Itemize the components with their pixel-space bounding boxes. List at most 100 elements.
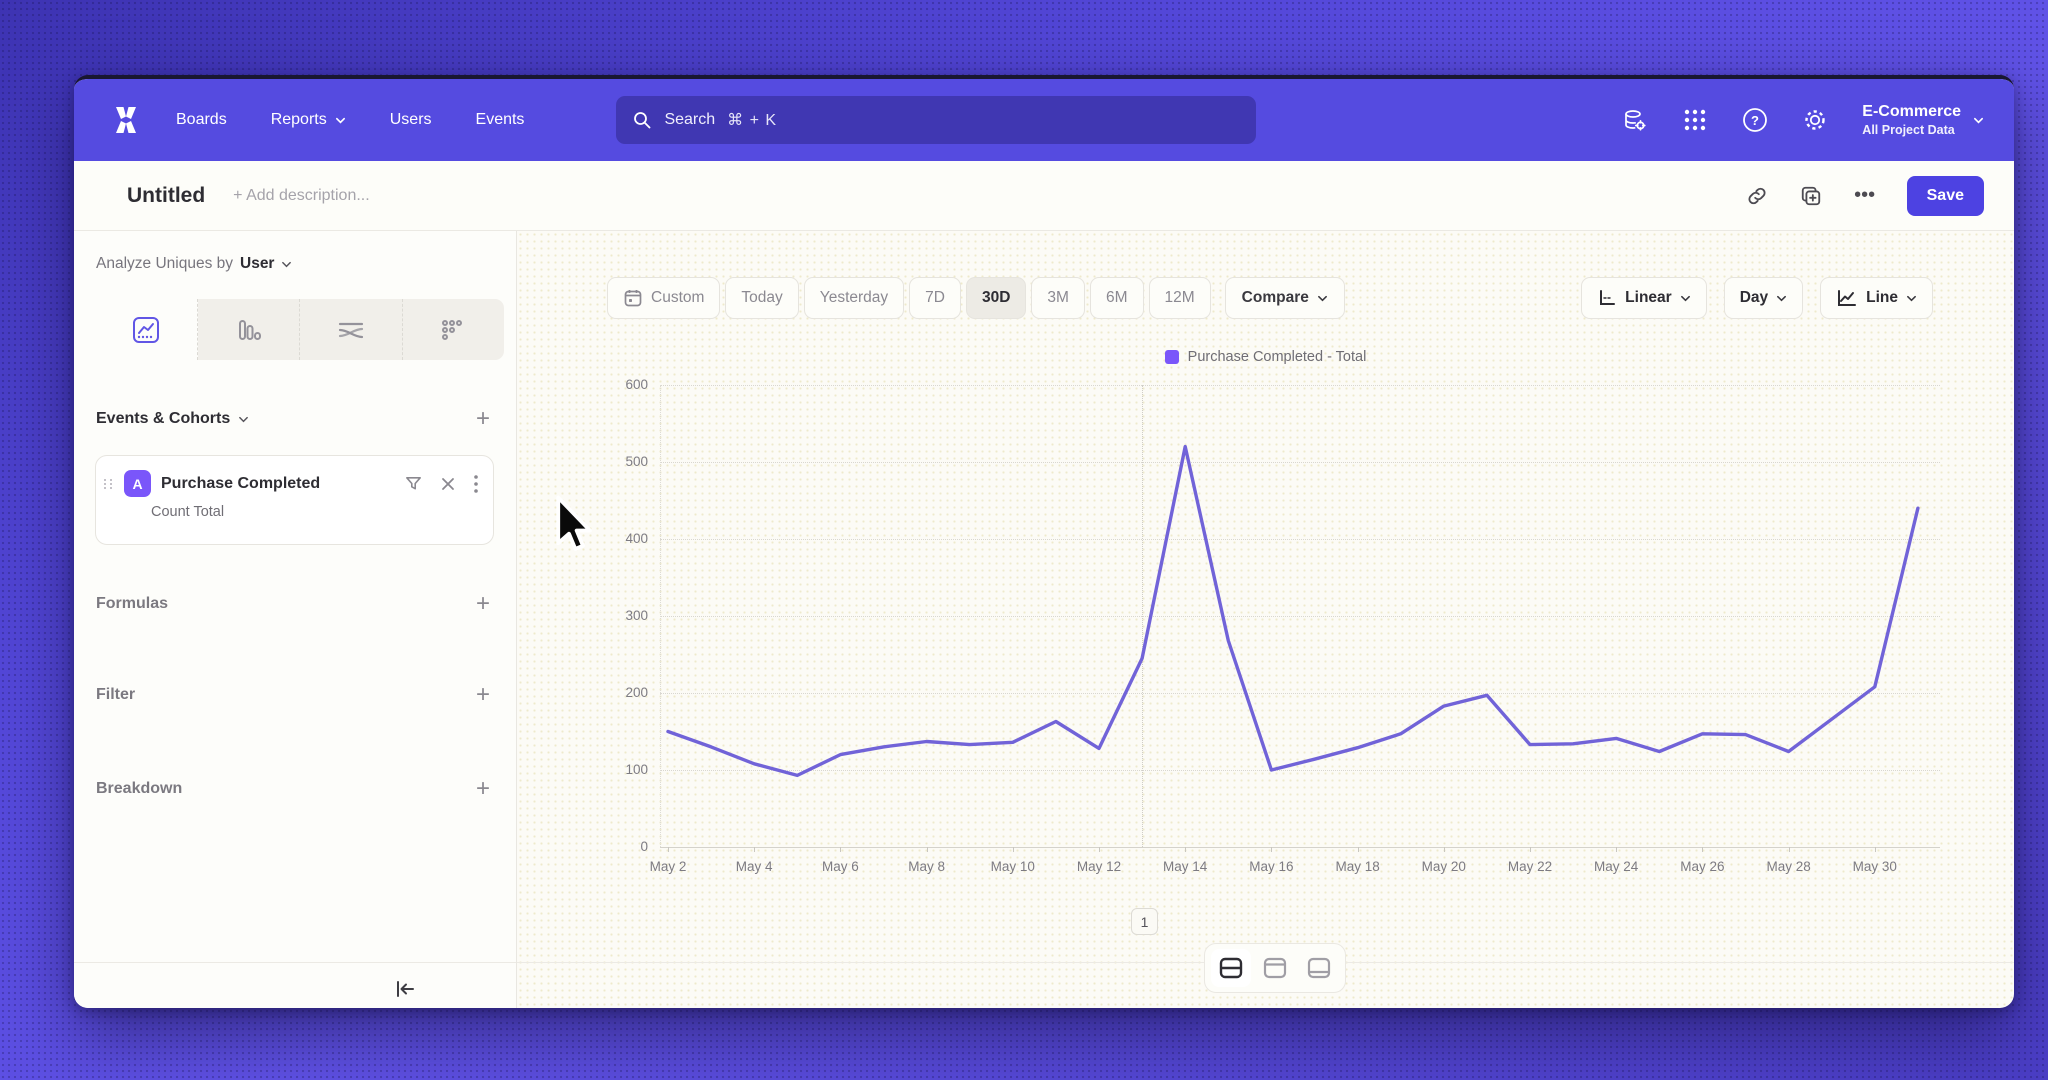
line-chart-icon — [1838, 290, 1857, 306]
svg-text:?: ? — [1751, 113, 1759, 128]
link-icon[interactable] — [1745, 184, 1769, 208]
mixpanel-logo[interactable] — [104, 98, 148, 142]
y-gridline-300 — [660, 616, 1940, 617]
save-button[interactable]: Save — [1906, 175, 1984, 216]
nav-users-label: Users — [389, 111, 432, 128]
axis-icon — [1600, 290, 1616, 305]
gear-icon[interactable] — [1802, 107, 1828, 133]
range-12m[interactable]: 12M — [1148, 277, 1211, 319]
add-filter-button[interactable]: + — [475, 681, 490, 708]
compare-button[interactable]: Compare — [1224, 277, 1345, 319]
x-axis-tick — [1012, 847, 1014, 852]
compare-label: Compare — [1241, 289, 1309, 306]
chart-type-dropdown[interactable]: Line — [1820, 277, 1933, 319]
scale-dropdown[interactable]: Linear — [1581, 277, 1707, 319]
x-axis-tick — [840, 847, 842, 852]
project-switcher[interactable]: E-Commerce All Project Data — [1862, 103, 1984, 137]
ellipsis-icon[interactable]: ••• — [1854, 184, 1876, 206]
x-axis-tick — [1788, 847, 1790, 852]
range-today[interactable]: Today — [725, 277, 799, 319]
date-range-segment: Custom Today Yesterday 7D 30D 3M 6M 12M — [607, 277, 1211, 319]
kebab-icon[interactable] — [473, 474, 479, 494]
event-name[interactable]: Purchase Completed — [161, 474, 321, 492]
pagination-page-1[interactable]: 1 — [1131, 908, 1158, 935]
analyze-value-dropdown[interactable]: User — [240, 255, 275, 272]
project-scope: All Project Data — [1862, 123, 1955, 137]
x-axis-tick — [926, 847, 928, 852]
x-axis-label: May 18 — [1335, 859, 1380, 874]
chevron-down-icon — [239, 416, 249, 422]
events-cohorts-label: Events & Cohorts — [96, 410, 231, 427]
x-axis-tick — [1357, 847, 1359, 852]
x-axis-label: May 4 — [735, 859, 773, 874]
app-window: Boards Reports Users Events Search ⌘ + K — [74, 75, 2014, 1008]
range-30d[interactable]: 30D — [965, 277, 1027, 319]
chart-legend[interactable]: Purchase Completed - Total — [517, 349, 2014, 365]
series-line[interactable] — [660, 385, 1940, 847]
y-gridline-400 — [660, 539, 1940, 540]
tab-insights[interactable] — [95, 299, 198, 360]
x-axis-label: May 22 — [1507, 859, 1553, 874]
range-yesterday[interactable]: Yesterday — [803, 277, 905, 319]
apps-grid-icon[interactable] — [1682, 107, 1708, 133]
x-axis-tick — [1616, 847, 1618, 852]
panel-bottom-icon[interactable] — [1299, 949, 1339, 987]
data-gear-icon[interactable] — [1622, 107, 1648, 133]
y-axis-label: 600 — [625, 377, 648, 392]
nav-reports[interactable]: Reports — [271, 111, 346, 129]
range-custom[interactable]: Custom — [607, 277, 721, 319]
calendar-icon — [624, 290, 642, 307]
legend-swatch — [1164, 350, 1179, 364]
add-formula-button[interactable]: + — [475, 590, 490, 617]
split-horizontal-icon[interactable] — [1211, 949, 1251, 987]
range-7d[interactable]: 7D — [909, 277, 961, 319]
nav-events[interactable]: Events — [476, 111, 525, 129]
x-axis-label: May 30 — [1852, 859, 1897, 874]
nav-boards[interactable]: Boards — [176, 111, 227, 129]
x-axis-label: May 8 — [908, 859, 945, 874]
search-input[interactable]: Search ⌘ + K — [616, 96, 1257, 144]
help-icon[interactable]: ? — [1742, 107, 1768, 133]
x-axis-label: May 26 — [1680, 859, 1725, 874]
event-card[interactable]: A Purchase Completed Count T — [95, 455, 494, 545]
x-axis-label: May 20 — [1421, 859, 1466, 874]
search-placeholder: Search — [664, 111, 716, 128]
tab-bar-chart[interactable] — [197, 299, 300, 360]
add-description[interactable]: + Add description... — [233, 186, 370, 204]
duplicate-icon[interactable] — [1799, 184, 1823, 208]
chart-pane: Custom Today Yesterday 7D 30D 3M 6M 12M Compare… — [517, 231, 2014, 1008]
add-event-button[interactable]: + — [475, 405, 490, 432]
bar-tab-icon — [239, 319, 262, 340]
nav-boards-label: Boards — [176, 111, 227, 128]
nav-users[interactable]: Users — [390, 111, 432, 129]
tab-retention[interactable] — [402, 299, 504, 360]
retention-tab-icon — [442, 319, 463, 340]
filter-funnel-icon[interactable] — [404, 474, 423, 493]
chevron-down-icon — [1680, 295, 1690, 301]
interval-dropdown[interactable]: Day — [1723, 277, 1804, 319]
range-label: Today — [741, 289, 783, 306]
range-3m[interactable]: 3M — [1031, 277, 1085, 319]
close-icon[interactable] — [440, 476, 456, 492]
drag-handle-icon[interactable] — [104, 478, 114, 489]
analyze-uniques-row: Analyze Uniques by User — [96, 255, 292, 273]
nav-events-label: Events — [475, 111, 525, 128]
y-axis-label: 200 — [625, 685, 648, 700]
add-breakdown-button[interactable]: + — [475, 775, 490, 802]
x-axis-tick — [1702, 847, 1704, 852]
x-axis-label: May 10 — [990, 859, 1035, 874]
collapse-left-icon[interactable] — [394, 979, 416, 1004]
report-title[interactable]: Untitled — [127, 183, 206, 207]
breakdown-section: Breakdown + — [96, 777, 490, 801]
navbar-right: ? E-Commerce All Project Data — [1622, 103, 1984, 137]
event-metric[interactable]: Count Total — [151, 504, 225, 520]
y-gridline-500 — [660, 462, 1940, 463]
panel-top-icon[interactable] — [1255, 949, 1295, 987]
tab-flow[interactable] — [300, 299, 403, 360]
chart-controls: Custom Today Yesterday 7D 30D 3M 6M 12M Compare… — [607, 277, 1933, 319]
y-gridline-100 — [660, 770, 1940, 771]
x-axis-tick — [754, 847, 756, 852]
range-6m[interactable]: 6M — [1089, 277, 1144, 319]
y-axis-label: 300 — [625, 608, 648, 623]
x-axis-tick — [668, 847, 669, 852]
